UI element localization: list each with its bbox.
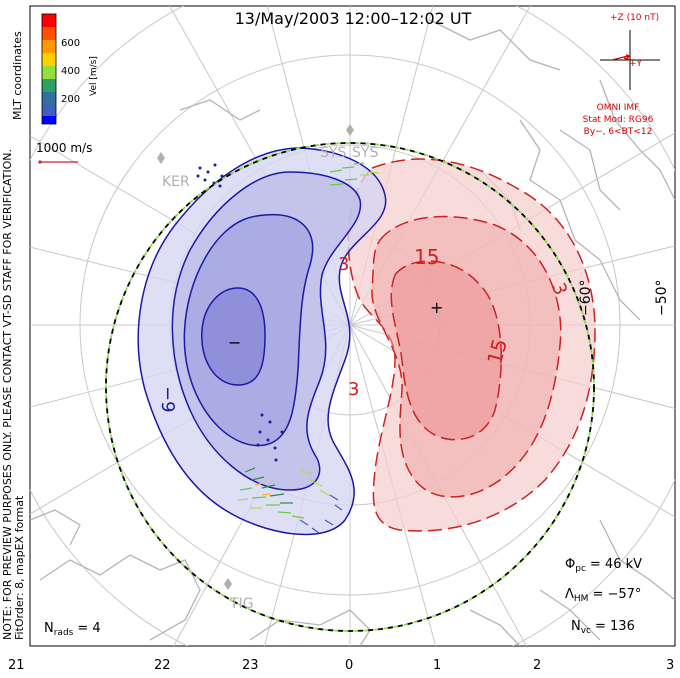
coastlines [30, 19, 675, 646]
contour-label-pos-center: + [430, 298, 443, 317]
colorbar-unit-label: Vel [m/s] [89, 56, 99, 96]
imf-z-label: +Z (10 nT) [610, 13, 659, 23]
mlt-label-0: 0 [345, 658, 353, 673]
positive-contour-15 [390, 260, 502, 441]
contour-label-pos-3-a: 3 [338, 254, 349, 275]
imf-condition: By−, 6<BT<12 [584, 127, 653, 137]
imf-source: OMNI IMF [597, 103, 640, 113]
preview-note: NOTE: FOR PREVIEW PURPOSES ONLY. PLEASE … [1, 149, 14, 640]
mlt-label-23: 23 [242, 658, 259, 673]
stat-hm-boundary: ΛHM = −57° [565, 587, 641, 604]
stat-cross-polar-potential: Φpc = 46 kV [565, 557, 642, 574]
radar-station-markers [157, 124, 354, 590]
imf-clock-dial [600, 30, 660, 90]
contour-label-pos-3-b: 3 [348, 379, 359, 400]
station-label-tig: TIG [229, 596, 254, 612]
colorbar-tick-200: 200 [61, 94, 80, 105]
station-label-sys-1: SYS [320, 145, 346, 161]
coordinate-system-label: MLT coordinates [11, 31, 24, 120]
positive-contour-9 [371, 215, 562, 498]
stat-radar-count: Nrads = 4 [44, 621, 101, 638]
heppner-maynard-boundary [105, 142, 595, 632]
colorbar-tick-400: 400 [61, 66, 80, 77]
scale-vector-label: 1000 m/s [36, 141, 92, 155]
negative-potential-cell [137, 147, 387, 536]
contour-label-neg-center: − [228, 333, 241, 352]
contour-label-pos-15-a: 15 [414, 245, 439, 269]
negative-contour-21 [201, 287, 266, 386]
mlt-label-22: 22 [154, 658, 171, 673]
mlt-label-1: 1 [433, 658, 441, 673]
plot-title: 13/May/2003 12:00–12:02 UT [235, 9, 472, 28]
heppner-maynard-boundary-accent [105, 142, 595, 632]
imf-stat-mod: Stat Mod: RG96 [583, 115, 654, 125]
station-label-sys-2: SYS [352, 145, 378, 161]
mlt-label-3: 3 [666, 658, 674, 673]
velocity-vectors-cluster-north [329, 162, 380, 186]
velocity-colorbar [41, 13, 57, 125]
mlt-label-2: 2 [533, 658, 541, 673]
fit-order-label: FitOrder: 8, mapEX format [13, 495, 26, 640]
mlt-label-21: 21 [8, 658, 25, 673]
stat-vector-count: Nvc = 136 [571, 619, 635, 636]
station-label-ker: KER [162, 174, 190, 190]
colorbar-tick-600: 600 [61, 38, 80, 49]
velocity-vectors-cluster-south [237, 467, 343, 534]
latitude-label-50: −50° [654, 279, 670, 316]
velocity-dots [196, 163, 284, 462]
latitude-label-60: −60° [578, 279, 594, 316]
contour-label-neg-9: −9 [157, 386, 178, 413]
scale-vector-origin [38, 160, 42, 164]
imf-y-label: +Y [629, 59, 643, 69]
positive-potential-cell [347, 158, 596, 532]
